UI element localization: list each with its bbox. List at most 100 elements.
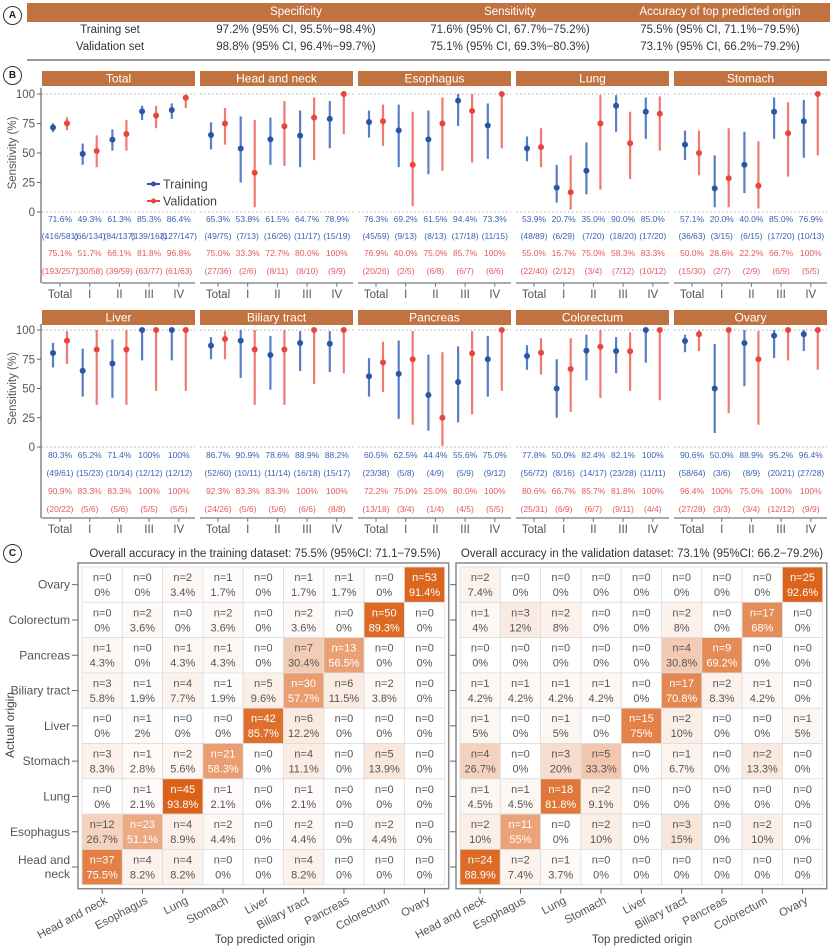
cell-count: n=1 [335,572,354,584]
training-point [237,337,244,344]
cell-count-value: 0 [564,643,570,655]
x-tick-label: I [404,524,407,536]
cell-count: n=23 [130,819,155,831]
matrix-cell [701,813,743,850]
cell-percent: 58.3% [207,764,238,776]
cell-count-prefix: n= [471,819,484,831]
matrix-cell [782,566,824,603]
training-count-label: (8/9) [743,468,761,478]
x-tick-label: II [274,524,280,536]
cell-count-value: 0 [428,854,434,866]
cell-count-prefix: n= [632,784,645,796]
matrix-cell [459,778,501,815]
cell-percent: 30.4% [288,658,319,670]
cell-count: n=3 [551,749,570,761]
cell-count: n=0 [672,854,691,866]
x-tick-label: III [618,289,628,301]
training-point [395,370,402,377]
cell-count-value: 0 [387,713,393,725]
matrix-cell [403,707,446,744]
cell-count-prefix: n= [713,854,726,866]
training-point [168,327,175,333]
cell-count-value: 1 [146,678,152,690]
matrix-cell [162,813,204,850]
matrix-cell [661,778,703,815]
training-sensitivity-label: 77.8% [522,450,547,460]
x-tick-label: IV [647,289,658,301]
matrix-cell [782,743,824,780]
cell-count: n=1 [511,784,530,796]
matrix-cell [540,637,582,674]
cell-count-prefix: n= [93,607,106,619]
training-point [109,360,116,367]
x-tick-label: Total [522,289,546,301]
cell-count-value: 0 [765,854,771,866]
cell-percent: 0% [633,834,649,846]
matrix-cell [741,637,783,674]
cell-percent: 0% [795,799,811,811]
cell-percent: 81.8% [545,799,576,811]
matrix-cell [121,707,164,744]
validation-sensitivity-label: 80.6% [522,486,547,496]
cell-count-value: 0 [725,749,731,761]
cell-count: n=5 [592,749,611,761]
validation-sensitivity-label: 90.9% [48,486,73,496]
cell-count: n=0 [592,854,611,866]
cell-count-prefix: n= [173,572,186,584]
matrix-cell [540,601,582,638]
legend-swatch-point [151,181,156,187]
cell-percent: 51.1% [127,834,158,846]
facet-title: Ovary [734,311,766,325]
cell-percent: 0% [94,799,110,811]
facet-ovary: Ovary Total 90.6% (58/64) 96.4% (27/28) I 50.0%… [674,310,827,536]
matrix-cell [363,707,405,744]
validation-count-label: (22/40) [521,266,548,276]
cell-count: n=0 [793,819,812,831]
cell-percent: 0% [417,622,433,634]
panel-a-header-bar [27,3,830,22]
cell-percent: 26.7% [87,834,118,846]
validation-count-label: (61/63) [165,266,192,276]
cell-count: n=45 [170,784,195,796]
cell-count: n=0 [713,854,732,866]
validation-count-label: (4/4) [644,504,662,514]
cell-count-prefix: n= [254,643,267,655]
cell-percent: 0% [336,622,352,634]
x-tick-label: III [618,524,628,536]
cell-percent: 1.9% [211,693,236,705]
cell-count-value: 2 [765,819,771,831]
cell-count-value: 0 [564,572,570,584]
x-tick-label: II [748,524,754,536]
cell-count-value: 0 [725,784,731,796]
y-tick-label: 75 [22,119,35,131]
cell-count-prefix: n= [211,749,224,761]
cell-count: n=0 [793,643,812,655]
cell-percent: 2.8% [130,764,155,776]
cell-count-prefix: n= [753,643,766,655]
cell-count: n=0 [254,572,273,584]
cell-count: n=0 [173,607,192,619]
cell-percent: 0% [633,693,649,705]
training-point [771,332,778,339]
cell-count: n=0 [335,784,354,796]
cell-count-value: 0 [428,713,434,725]
x-tick-label: Ovary [399,895,432,920]
matrix-cell [81,601,123,638]
validation-sensitivity-label: 96.4% [680,486,705,496]
cell-percent: 4.5% [468,799,493,811]
cell-count-value: 1 [564,854,570,866]
cell-count-prefix: n= [592,819,605,831]
cell-count: n=0 [254,749,273,761]
cell-count: n=0 [93,713,112,725]
training-count-label: (12/12) [165,468,192,478]
cell-count-prefix: n= [254,819,267,831]
cell-count-value: 1 [564,678,570,690]
facet-lung: Lung Total 53.9% (48/89) 55.0% (22/40) I 20.7% (… [516,71,669,301]
cell-count-prefix: n= [632,819,645,831]
cell-count: n=2 [511,854,530,866]
matrix-cell [782,813,824,850]
cell-percent: 70.8% [666,693,697,705]
cell-count-prefix: n= [93,784,106,796]
cell-count-prefix: n= [291,678,304,690]
training-count-label: (15/17) [323,468,350,478]
